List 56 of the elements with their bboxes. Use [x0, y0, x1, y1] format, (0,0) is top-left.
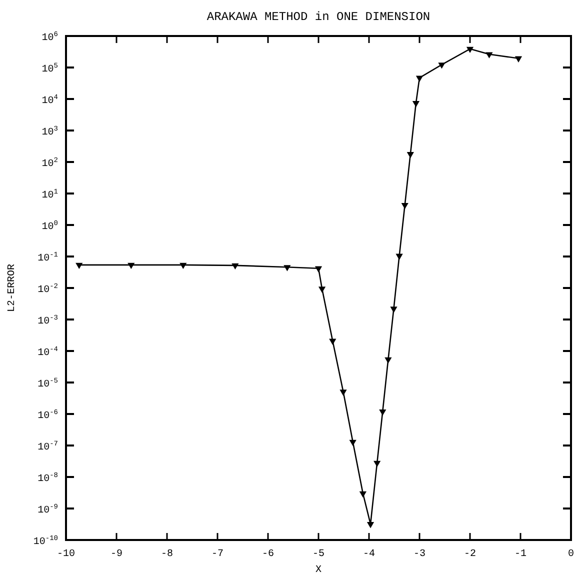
point [396, 254, 403, 260]
y-tick-label: 10$^{-1}$ [38, 252, 58, 264]
x-tick-label: 0 [568, 549, 574, 560]
x-tick-label: -6 [262, 549, 274, 560]
point [128, 262, 135, 270]
y-tick-label: 10$^{-3}$ [38, 314, 58, 328]
x-tick-label: -9 [110, 549, 123, 560]
point [366, 522, 374, 528]
x-tick-label: -10 [56, 549, 76, 560]
point [412, 101, 420, 108]
y-tick-label: 10$^{0}$ [42, 220, 58, 233]
y-tick-label: 10$^{5}$ [42, 62, 58, 76]
y-tick-label: 10$^{-2}$ [38, 283, 58, 296]
point [359, 491, 367, 498]
y-tick-label: 10$^{4}$ [42, 94, 58, 107]
x-tick-label: -2 [464, 549, 476, 560]
point [76, 262, 83, 270]
x-tick-label: -3 [413, 549, 426, 560]
y-tick-label: 10$^{-10}$ [33, 535, 58, 548]
chart-title: ARAKAWA METHOD in ONE DIMENSION [206, 10, 430, 24]
point [486, 52, 493, 58]
x-tick-label: -1 [514, 549, 527, 560]
y-tick-label: 10$^{2}$ [42, 157, 58, 170]
y-tick-label: 10$^{-4}$ [38, 346, 58, 359]
y-tick-label: 10$^{-6}$ [38, 409, 58, 422]
point [514, 56, 522, 62]
point [318, 286, 326, 293]
point [390, 306, 398, 313]
point [314, 266, 322, 272]
y-tick-label: 10$^{6}$ [42, 31, 58, 44]
point [401, 202, 408, 210]
x-tick-label: -8 [160, 549, 174, 560]
y-tick-label: 10$^{3}$ [42, 126, 58, 138]
x-axis-title: X [315, 565, 322, 576]
point [340, 390, 347, 396]
point [284, 265, 291, 272]
point [379, 409, 386, 416]
point [406, 152, 414, 158]
point [416, 76, 424, 82]
point [232, 263, 239, 270]
point [349, 440, 356, 446]
y-axis-title: L2-ERROR [7, 264, 18, 312]
x-tick-label: -5 [312, 549, 325, 560]
x-tick-label: -7 [211, 549, 224, 560]
y-tick-label: 10$^{-8}$ [38, 472, 58, 485]
point [180, 262, 187, 270]
y-tick-label: 10$^{-9}$ [38, 504, 58, 516]
point [384, 357, 392, 364]
point [466, 46, 474, 53]
point [329, 338, 336, 345]
y-tick-label: 10$^{-7}$ [38, 440, 58, 454]
point [374, 460, 381, 468]
y-tick-label: 10$^{1}$ [42, 188, 58, 202]
x-tick-label: -4 [362, 549, 376, 560]
point [438, 62, 446, 69]
y-tick-label: 10$^{-5}$ [38, 378, 58, 390]
